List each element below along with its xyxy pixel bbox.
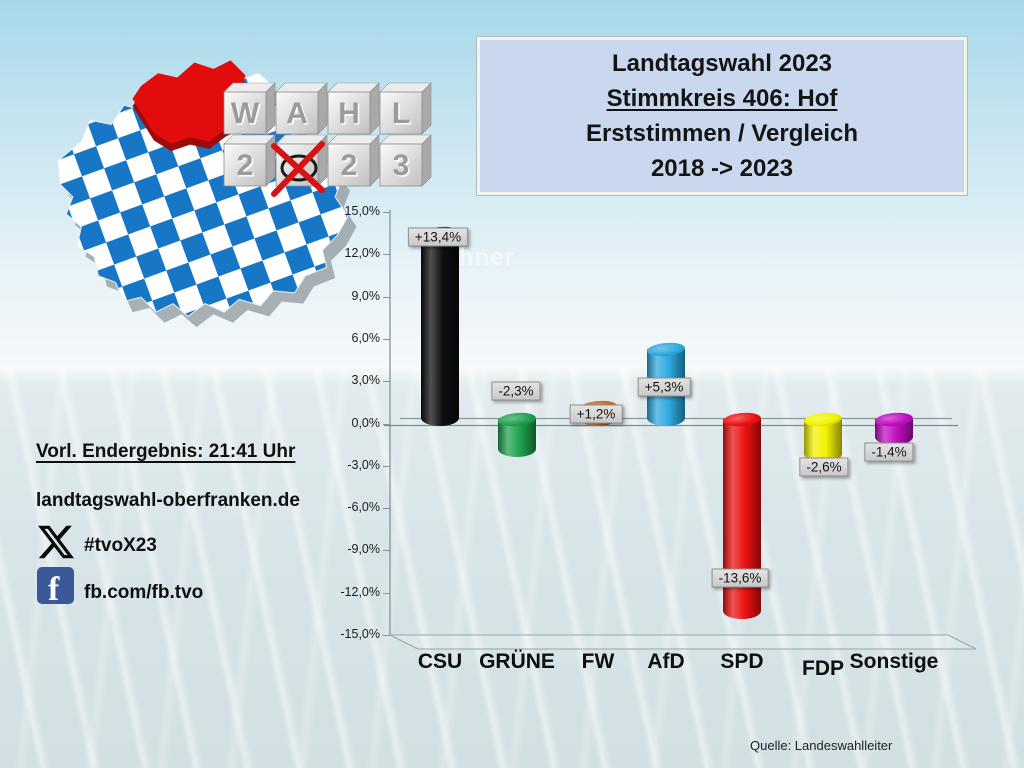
dice-letter: 3: [393, 149, 410, 182]
y-tick-mark: [383, 296, 390, 298]
y-tick-mark: [383, 338, 390, 340]
y-tick-label: -12,0%: [340, 584, 380, 599]
value-label-fdp: -2,6%: [799, 457, 849, 477]
x-label-sonstige: Sonstige: [849, 650, 939, 673]
y-tick-label: 12,0%: [344, 246, 380, 261]
dice-letter: L: [392, 97, 410, 130]
y-tick-label: 6,0%: [351, 330, 381, 345]
svg-text:L: L: [393, 99, 411, 132]
dice-letter: 2: [237, 149, 254, 182]
title-line-2: Stimmkreis 406: Hof: [606, 85, 838, 112]
bar-spd: [722, 411, 762, 619]
facebook-icon: f: [37, 567, 74, 604]
result-time: Vorl. Endergebnis: 21:41 Uhr: [36, 441, 296, 462]
x-label-grüne: GRÜNE: [479, 650, 555, 673]
x-label-csu: CSU: [417, 650, 463, 673]
title-line-4: 2018 -> 2023: [650, 155, 794, 182]
y-tick-mark: [383, 381, 390, 383]
svg-text:H: H: [340, 99, 362, 132]
y-tick-label: -9,0%: [347, 542, 380, 557]
y-tick-label: -3,0%: [347, 457, 380, 472]
bar-sonstige: [874, 411, 914, 445]
y-tick-mark: [383, 592, 390, 594]
y-tick-label: 15,0%: [344, 204, 380, 218]
y-tick-label: 9,0%: [351, 288, 381, 303]
ballot-cross-icon: [271, 141, 325, 197]
dice-cube: LL: [379, 82, 432, 135]
title-line-3: Erststimmen / Vergleich: [585, 120, 859, 147]
svg-text:A: A: [288, 99, 310, 132]
x-label-afd: AfD: [647, 650, 685, 673]
x-label-fw: FW: [581, 650, 615, 673]
x-label-spd: SPD: [720, 650, 764, 673]
y-tick-label: -15,0%: [340, 627, 380, 641]
watermark-text: hner: [459, 244, 516, 271]
value-label-grüne: -2,3%: [491, 381, 541, 401]
y-tick-mark: [383, 423, 390, 425]
value-label-afd: +5,3%: [637, 377, 691, 397]
title-box: Landtagswahl 2023 Stimmkreis 406: Hof Er…: [477, 37, 967, 195]
dice-cube: WW: [223, 82, 276, 135]
dice-letter: 2: [341, 149, 358, 182]
facebook-handle: fb.com/fb.tvo: [84, 582, 204, 603]
value-label-spd: -13,6%: [711, 568, 769, 588]
svg-text:3: 3: [394, 151, 411, 184]
bar-body: [804, 419, 842, 462]
x-label-fdp: FDP: [802, 657, 844, 680]
dice-cube: 22: [327, 134, 380, 187]
x-twitter-icon: [38, 525, 75, 559]
ballot-circle: [280, 154, 318, 182]
value-label-sonstige: -1,4%: [864, 442, 914, 462]
dice-letter: A: [286, 97, 308, 130]
dice-cube: AA: [275, 82, 328, 135]
bar-grüne: [497, 411, 537, 458]
y-tick-label: -6,0%: [347, 500, 380, 515]
bar-csu: [420, 225, 460, 427]
bar-fdp: [803, 411, 843, 462]
bar-body: [421, 232, 459, 427]
svg-text:2: 2: [342, 151, 359, 184]
title-line-1: Landtagswahl 2023: [611, 50, 833, 77]
dice-letter: H: [338, 97, 360, 130]
y-tick-mark: [383, 212, 390, 213]
y-tick-mark: [383, 635, 390, 636]
y-tick-mark: [383, 508, 390, 510]
value-label-csu: +13,4%: [407, 227, 469, 247]
dice-cube: HH: [327, 82, 380, 135]
bar-body: [723, 419, 761, 619]
website-url: landtagswahl-oberfranken.de: [36, 490, 300, 511]
y-tick-mark: [383, 550, 390, 552]
dice-letter: W: [231, 97, 260, 130]
dice-cube: 22: [223, 134, 276, 187]
dice-cube: 33: [379, 134, 432, 187]
value-label-fw: +1,2%: [569, 404, 623, 424]
svg-text:2: 2: [238, 151, 255, 184]
source-credit: Quelle: Landeswahlleiter: [750, 738, 893, 753]
y-tick-label: 3,0%: [351, 373, 381, 388]
y-tick-label: 0,0%: [351, 415, 381, 430]
y-tick-mark: [383, 254, 390, 256]
map-highlight: [132, 60, 252, 144]
svg-text:W: W: [232, 99, 261, 132]
x-hashtag: #tvoX23: [84, 535, 157, 556]
y-tick-mark: [383, 465, 390, 467]
